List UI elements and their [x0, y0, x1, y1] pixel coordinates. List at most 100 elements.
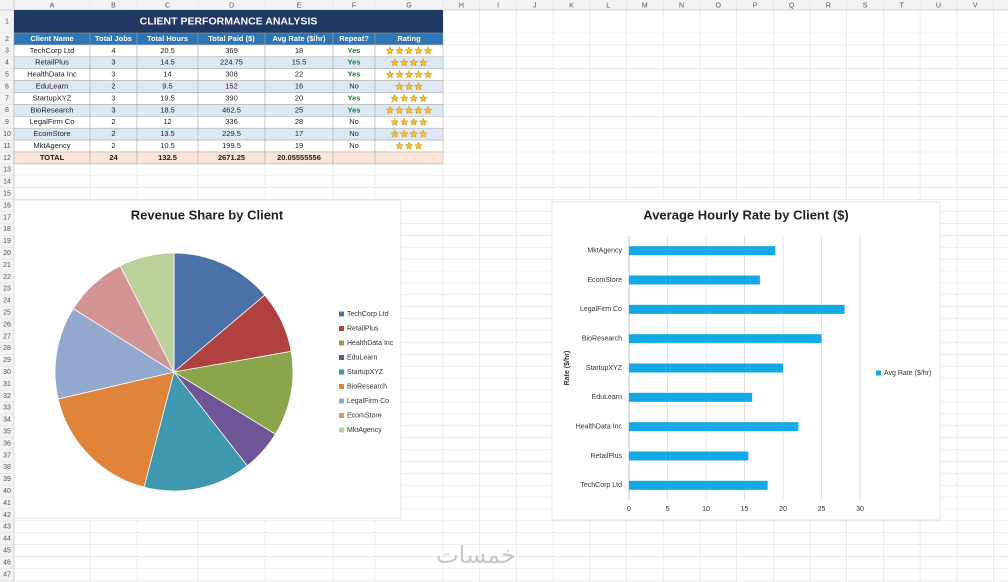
row-number: 39 — [3, 476, 11, 483]
table-value: 3 — [111, 70, 115, 79]
watermark: خمسات — [436, 541, 516, 569]
table-header: Repeat? — [339, 34, 369, 43]
star — [404, 141, 414, 150]
column-letter: P — [753, 2, 758, 9]
column-letter: O — [716, 2, 722, 9]
pie-slice — [119, 252, 175, 373]
legend-swatch — [339, 326, 344, 331]
table-value: 369 — [225, 46, 238, 55]
star — [399, 93, 409, 103]
y-tick-label: TechCorp Ltd — [580, 482, 622, 489]
star — [404, 81, 414, 91]
row-number: 34 — [3, 417, 11, 424]
table-value: RetailPlus — [35, 58, 69, 67]
bar — [629, 422, 799, 432]
x-tick-label: 25 — [818, 506, 826, 513]
star — [395, 141, 404, 150]
legend-label: MktAgency — [347, 427, 382, 434]
row-number: 46 — [3, 559, 11, 566]
legend-swatch — [339, 311, 344, 317]
row-number: 30 — [3, 369, 11, 376]
column-letter: K — [569, 2, 574, 9]
column-letter: G — [406, 2, 411, 9]
table-value: Yes — [348, 93, 361, 102]
star — [414, 141, 423, 150]
row-number: 12 — [3, 155, 11, 162]
column-letter: H — [459, 2, 464, 9]
table-value: 20.5 — [160, 46, 175, 55]
table-cell — [374, 127, 444, 141]
table-value: 9.5 — [162, 82, 172, 91]
table-header: Client Name — [30, 34, 73, 43]
star — [385, 70, 395, 79]
column-letter: J — [533, 2, 537, 9]
legend-label: LegalFirm Co — [347, 398, 389, 405]
star — [404, 70, 414, 79]
table-value: 462.5 — [222, 105, 241, 114]
row-number: 10 — [3, 131, 11, 138]
rating — [390, 93, 428, 103]
table-value: 20 — [295, 93, 303, 102]
row-number: 13 — [3, 167, 11, 174]
bar — [629, 392, 753, 402]
column-letter: Q — [789, 2, 795, 9]
legend-label: EcomStore — [347, 412, 382, 419]
table-value: 4 — [111, 46, 115, 55]
table-value: 22 — [295, 70, 303, 79]
table-value: EduLearn — [36, 82, 69, 91]
table-value: 224.75 — [220, 58, 243, 67]
legend-swatch — [339, 384, 344, 389]
table-value: 10.5 — [160, 141, 175, 150]
table-value: 13.5 — [160, 129, 175, 138]
table-value: TechCorp Ltd — [30, 46, 75, 55]
table-value: 17 — [295, 129, 303, 138]
star — [409, 93, 419, 103]
star — [395, 105, 404, 115]
table-value: Yes — [348, 105, 361, 114]
star — [385, 46, 395, 55]
row-number: 35 — [3, 428, 11, 435]
star — [409, 117, 419, 127]
column-letter: A — [50, 2, 55, 9]
star — [409, 58, 419, 67]
column-header-bar — [0, 0, 1008, 10]
bar — [629, 363, 783, 373]
y-axis-label: Rate ($/hr) — [564, 351, 571, 386]
y-tick-label: EduLearn — [592, 394, 622, 401]
row-number: 21 — [3, 262, 11, 269]
column-letter: L — [606, 2, 610, 9]
table-value: No — [349, 117, 359, 126]
row-number: 4 — [5, 60, 9, 67]
table-value: MktAgency — [33, 141, 70, 150]
column-letter: V — [973, 2, 978, 9]
row-number: 47 — [3, 571, 11, 578]
star — [409, 129, 419, 138]
legend-label: Avg Rate ($/hr) — [884, 370, 931, 377]
pie-slice — [54, 308, 176, 400]
row-number: 29 — [3, 357, 11, 364]
column-letter: R — [826, 2, 831, 9]
row-number: 45 — [3, 547, 11, 554]
y-tick-label: MktAgency — [587, 248, 622, 255]
table-value: 18.5 — [160, 105, 175, 114]
rating — [385, 46, 433, 55]
column-letter: N — [679, 2, 684, 9]
star — [404, 105, 414, 115]
star — [399, 58, 409, 67]
table-value: 19 — [295, 141, 303, 150]
table-cell — [374, 92, 444, 105]
star — [418, 58, 428, 67]
table-value: 25 — [295, 105, 303, 114]
table-value: HealthData Inc — [27, 70, 77, 79]
rating — [390, 58, 428, 67]
y-tick-label: HealthData Inc — [576, 424, 623, 431]
rating — [385, 105, 433, 115]
bar — [629, 275, 760, 285]
chart-title: Average Hourly Rate by Client ($) — [643, 207, 848, 222]
bar — [629, 246, 776, 256]
table-value: EcomStore — [33, 129, 70, 138]
table-value: Yes — [348, 58, 361, 67]
chart-title: Revenue Share by Client — [131, 207, 284, 222]
star — [395, 46, 404, 55]
